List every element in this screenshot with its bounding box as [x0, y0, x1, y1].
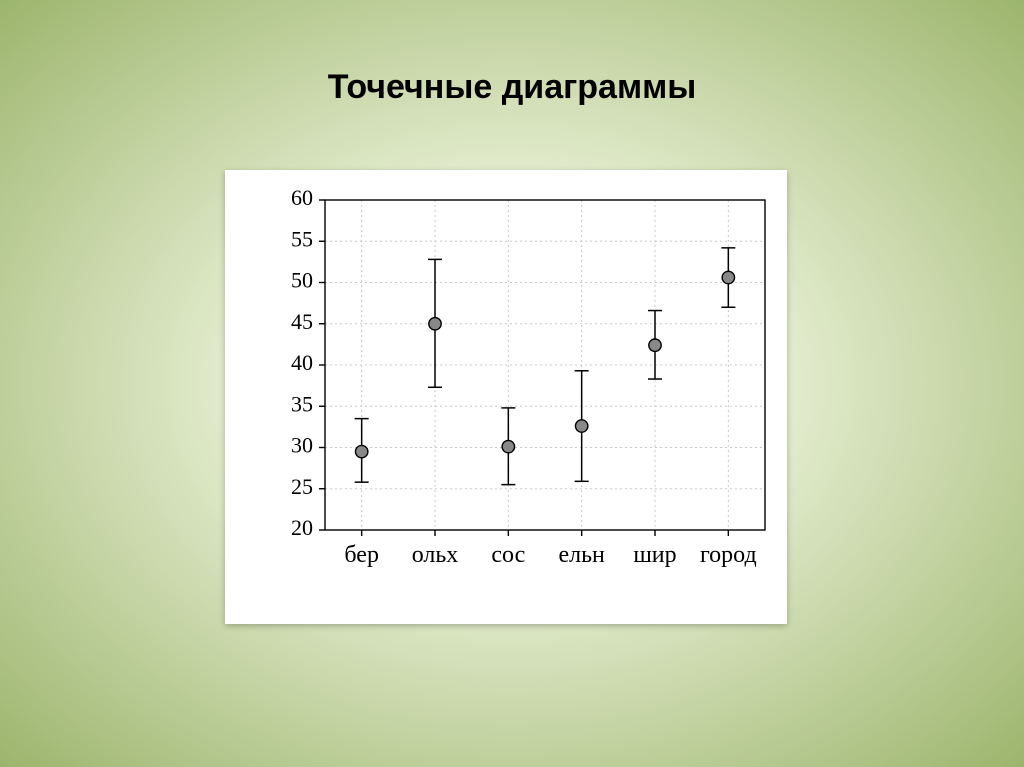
- y-tick-label: 30: [291, 433, 313, 458]
- y-tick-label: 45: [291, 309, 313, 334]
- y-tick-label: 60: [291, 185, 313, 210]
- data-marker: [722, 271, 734, 283]
- y-tick-label: 40: [291, 350, 313, 375]
- data-marker: [502, 440, 514, 452]
- data-marker: [649, 339, 661, 351]
- chart-card: 20 25 30 35 40 45 50 55 60 бер ольх сос ельн шир город: [225, 170, 787, 624]
- error-bar-chart: 20 25 30 35 40 45 50 55 60 бер ольх сос ельн шир город: [225, 170, 787, 624]
- y-tick-label: 55: [291, 226, 313, 251]
- x-tick-label: шир: [633, 542, 676, 568]
- y-tick-label: 35: [291, 391, 313, 416]
- y-tick-label: 25: [291, 474, 313, 499]
- slide-title: Точечные диаграммы: [0, 68, 1024, 107]
- x-tick-label: ольх: [412, 542, 459, 568]
- y-tick-label: 50: [291, 268, 313, 293]
- x-tick-label: бер: [344, 542, 379, 568]
- slide: Точечные диаграммы 20 25 30 35 40 45 50 55 60 бер…: [0, 0, 1024, 767]
- data-marker: [429, 318, 441, 330]
- y-tick-label: 20: [291, 515, 313, 540]
- x-tick-label: ельн: [558, 542, 605, 568]
- x-tick-label: город: [700, 542, 757, 568]
- x-tick-label: сос: [491, 542, 525, 568]
- data-marker: [355, 445, 367, 457]
- data-marker: [575, 420, 587, 432]
